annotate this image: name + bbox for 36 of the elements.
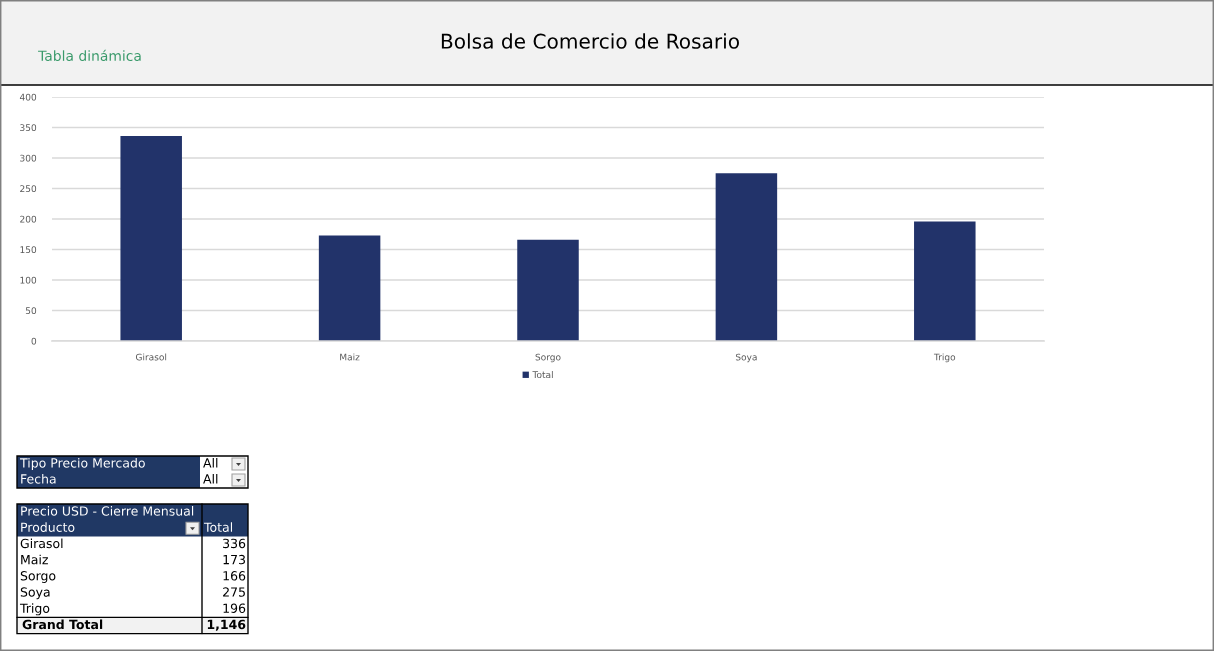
chart-subtitle: Tabla dinámica xyxy=(38,49,141,62)
text: 166 xyxy=(223,571,246,581)
text: Precio USD - Cierre Mensual xyxy=(21,506,194,516)
legend-label: Total xyxy=(532,371,553,379)
text: Total xyxy=(203,522,233,532)
y-tick-label: 250 xyxy=(20,185,37,193)
y-tick-label: 50 xyxy=(25,307,37,315)
category-label: Maiz xyxy=(21,554,48,565)
text: 1,146 xyxy=(207,619,246,631)
x-tick-label: Maiz xyxy=(340,353,360,361)
y-tick-label: 0 xyxy=(31,337,37,345)
category-label: Girasol xyxy=(20,538,63,549)
text: All xyxy=(203,473,218,484)
text: Tipo Precio Mercado xyxy=(19,457,145,471)
category-label: Soya xyxy=(20,587,50,600)
chart-title: Bolsa de Comercio de Rosario xyxy=(441,33,739,49)
y-tick-label: 400 xyxy=(19,93,37,101)
category-label: Sorgo xyxy=(20,571,56,583)
text: 336 xyxy=(223,538,246,549)
x-tick-label: Girasol xyxy=(135,353,167,361)
text: Grand Total xyxy=(22,619,103,630)
text: 275 xyxy=(223,587,245,597)
text: 196 xyxy=(223,603,246,613)
text: Producto xyxy=(21,522,75,532)
y-tick-label: 350 xyxy=(20,124,37,132)
y-tick-label: 150 xyxy=(20,246,37,254)
text: Fecha xyxy=(21,473,56,484)
x-tick-label: Sorgo xyxy=(535,353,561,363)
text: All xyxy=(203,457,218,468)
text: 173 xyxy=(223,554,245,565)
y-tick-label: 300 xyxy=(20,154,37,162)
y-tick-label: 100 xyxy=(20,276,37,284)
category-label: Trigo xyxy=(19,603,50,616)
y-tick-label: 200 xyxy=(20,215,37,223)
x-tick-label: Trigo xyxy=(933,353,956,363)
x-tick-label: Soya xyxy=(735,353,757,363)
